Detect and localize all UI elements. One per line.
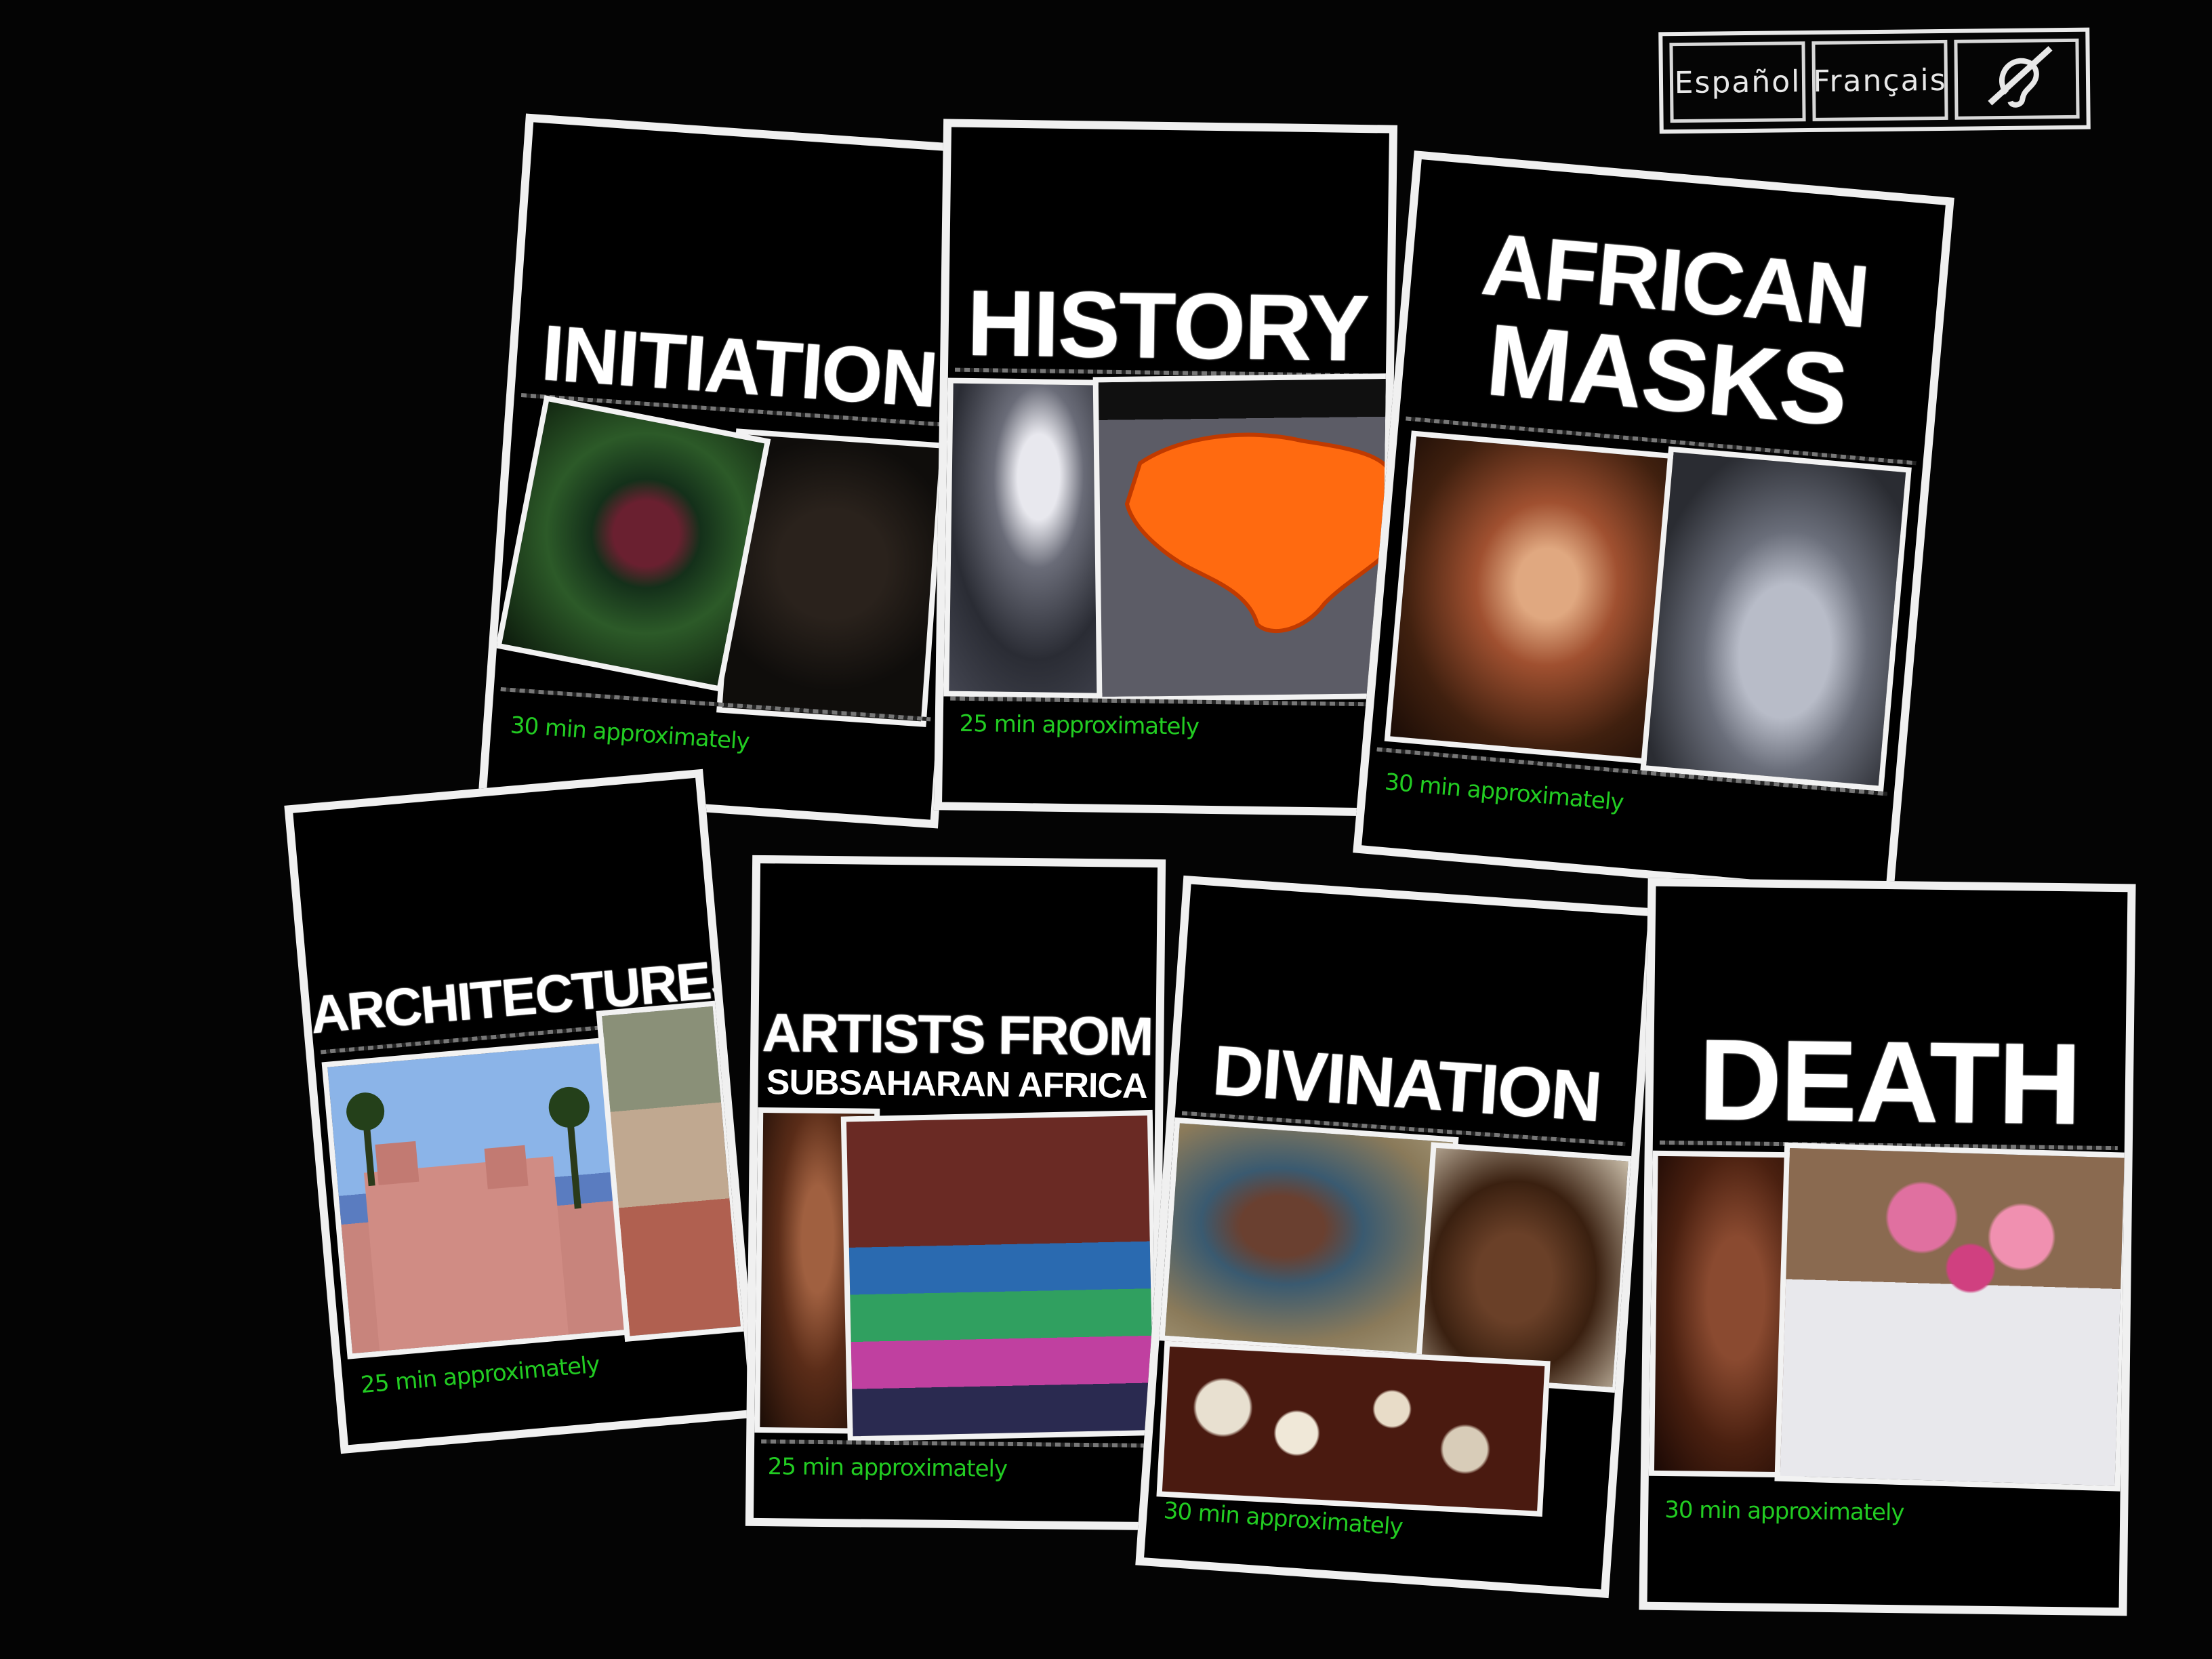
card-title-line2: SUBSAHARAN AFRICA: [766, 1063, 1147, 1106]
duration-label: 25 min approximately: [767, 1453, 1008, 1483]
photo-cowrie-shells: [1156, 1340, 1551, 1517]
card-title: DEATH: [1698, 1015, 2081, 1149]
hearing-impaired-icon: [1969, 41, 2064, 117]
photo-forest-figure: [495, 395, 771, 693]
card-african-masks[interactable]: AFRICAN MASKS 30 min approximately: [1353, 150, 1954, 900]
card-artists[interactable]: ARTISTS FROM SUBSAHARAN AFRICA 25 min ap…: [745, 855, 1166, 1531]
photo-diviner: [1159, 1117, 1459, 1361]
photo-carved-mask: [1640, 446, 1912, 792]
divider: [761, 1439, 1145, 1448]
africa-map-shape: [1124, 432, 1394, 634]
duration-label: 25 min approximately: [359, 1351, 601, 1399]
photo-kasbah: [321, 1037, 632, 1359]
duration-label: 30 min approximately: [1383, 768, 1625, 817]
duration-label: 30 min approximately: [509, 712, 750, 756]
duration-label: 25 min approximately: [959, 710, 1200, 741]
photo-artist-portrait: [840, 1109, 1160, 1442]
accessibility-button[interactable]: [1954, 38, 2080, 120]
spanish-button[interactable]: Español: [1669, 41, 1806, 123]
card-death[interactable]: DEATH 30 min approximately: [1639, 878, 2136, 1616]
card-title: HISTORY: [966, 270, 1369, 382]
photo-feathered-mask: [1384, 430, 1682, 765]
photo-flower-coffin: [1774, 1142, 2131, 1492]
card-history[interactable]: HISTORY 25 min approximately: [933, 119, 1398, 817]
kasbah-shape: [346, 1086, 590, 1359]
language-bar: Español Français: [1658, 27, 2091, 134]
card-architectures[interactable]: ARCHITECTURES 25 min approximately: [284, 769, 760, 1454]
duration-label: 30 min approximately: [1664, 1496, 1904, 1527]
card-title-line1: ARTISTS FROM: [762, 1002, 1153, 1067]
card-title: DIVINATION: [1210, 1031, 1603, 1137]
french-button[interactable]: Français: [1811, 39, 1948, 121]
card-initiation[interactable]: INITIATION 30 min approximately: [478, 113, 986, 829]
card-divination[interactable]: DIVINATION 30 min approximately: [1135, 875, 1657, 1599]
photo-africa-map: [1092, 373, 1395, 703]
